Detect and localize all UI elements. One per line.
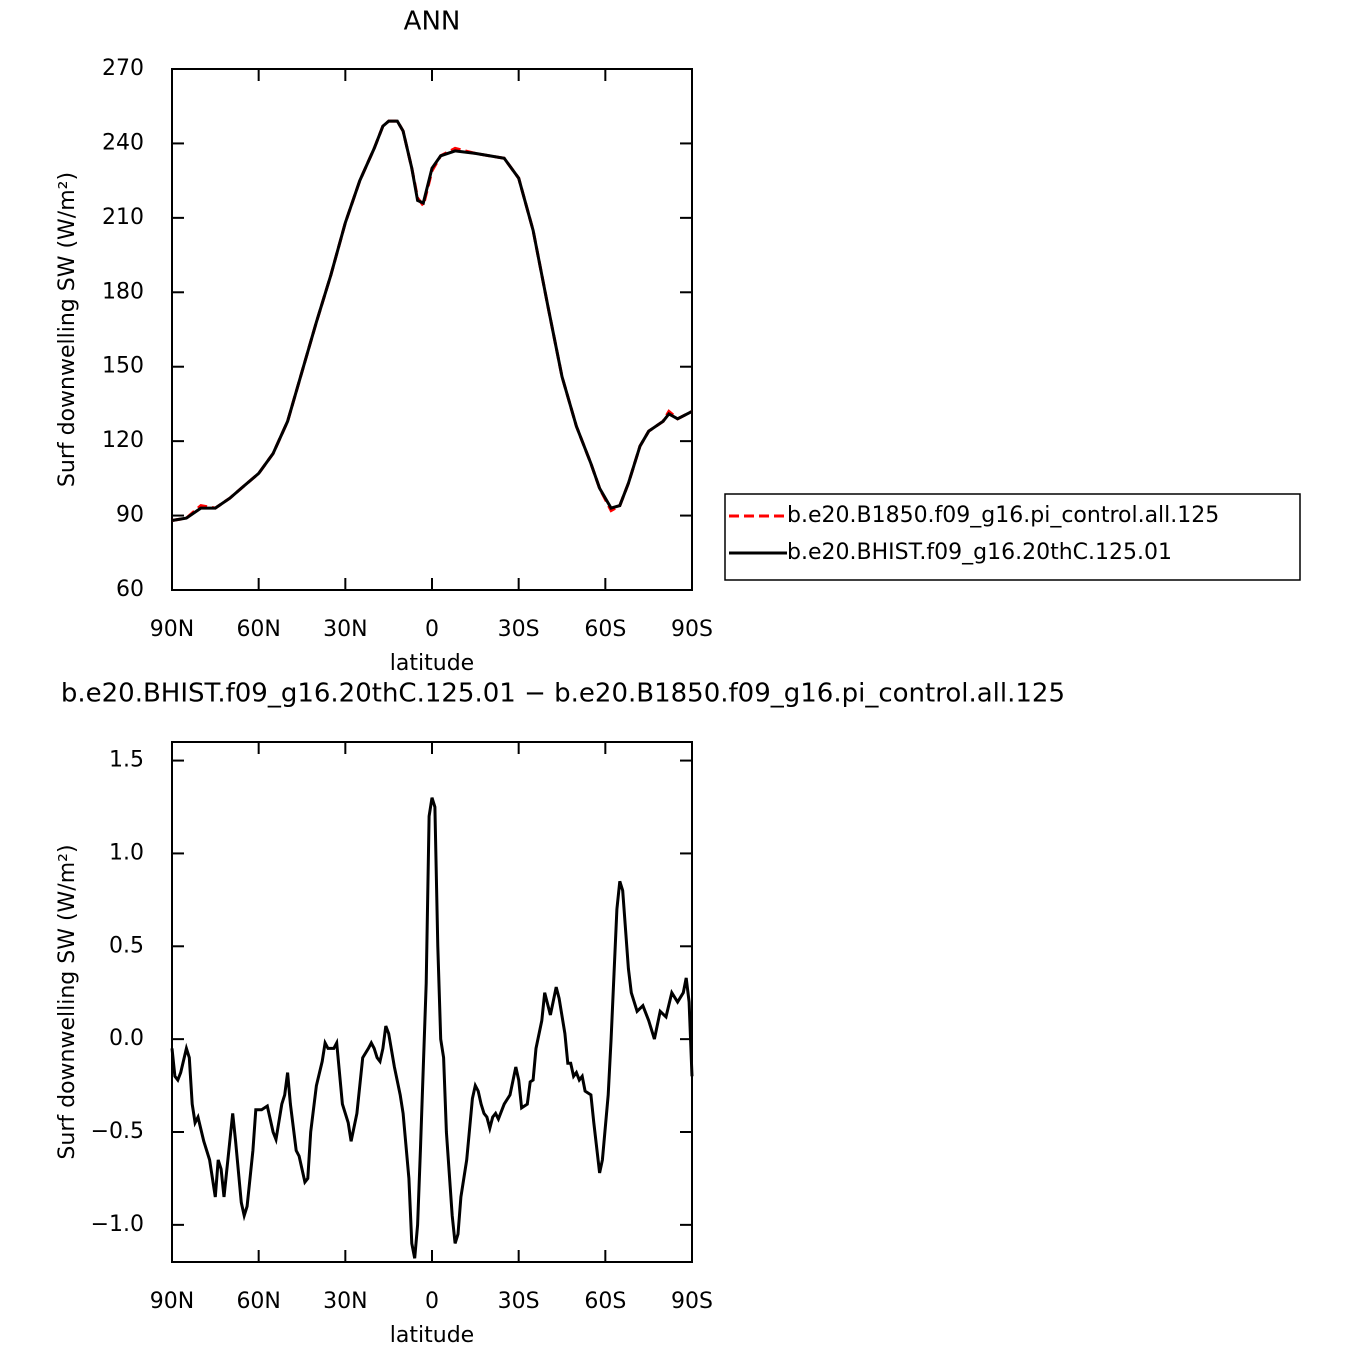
x-tick-label: 90S	[671, 617, 713, 642]
y-tick-label: 60	[116, 577, 144, 602]
x-tick-label: 0	[425, 1289, 439, 1314]
x-tick-label: 60S	[584, 617, 626, 642]
y-tick-label: 0.5	[109, 933, 144, 958]
data-line	[171, 119, 693, 522]
y-tick-label: 1.0	[109, 840, 144, 865]
data-line	[171, 119, 693, 522]
x-tick-label: 60S	[584, 1289, 626, 1314]
chart-title: ANN	[404, 7, 461, 37]
x-axis-label: latitude	[390, 1323, 474, 1348]
legend-box	[724, 493, 1301, 581]
y-tick-label: 240	[102, 130, 144, 155]
y-tick-label: −1.0	[91, 1212, 144, 1237]
y-tick-label: 270	[102, 56, 144, 81]
y-axis-label: Surf downwelling SW (W/m²)	[55, 844, 80, 1159]
y-tick-label: 210	[102, 205, 144, 230]
data-line	[170, 797, 694, 1259]
y-tick-label: 150	[102, 354, 144, 379]
y-axis-label: Surf downwelling SW (W/m²)	[55, 172, 80, 487]
y-tick-label: 180	[102, 279, 144, 304]
plot-frame	[171, 68, 693, 591]
x-tick-label: 90N	[150, 617, 194, 642]
x-tick-label: 90S	[671, 1289, 713, 1314]
x-tick-label: 60N	[236, 617, 280, 642]
y-tick-label: 90	[116, 503, 144, 528]
y-tick-label: 120	[102, 428, 144, 453]
x-tick-label: 30N	[323, 1289, 367, 1314]
x-tick-label: 30N	[323, 617, 367, 642]
y-tick-label: 0.0	[109, 1026, 144, 1051]
legend-label: b.e20.BHIST.f09_g16.20thC.125.01	[787, 540, 1172, 565]
x-axis-label: latitude	[390, 651, 474, 676]
legend-label: b.e20.B1850.f09_g16.pi_control.all.125	[787, 503, 1219, 528]
y-tick-label: −0.5	[91, 1119, 144, 1144]
x-tick-label: 0	[425, 617, 439, 642]
chart-title: b.e20.BHIST.f09_g16.20thC.125.01 − b.e20…	[61, 679, 1065, 709]
x-tick-label: 60N	[236, 1289, 280, 1314]
x-tick-label: 30S	[498, 617, 540, 642]
x-tick-label: 90N	[150, 1289, 194, 1314]
x-tick-label: 30S	[498, 1289, 540, 1314]
y-tick-label: 1.5	[109, 748, 144, 773]
